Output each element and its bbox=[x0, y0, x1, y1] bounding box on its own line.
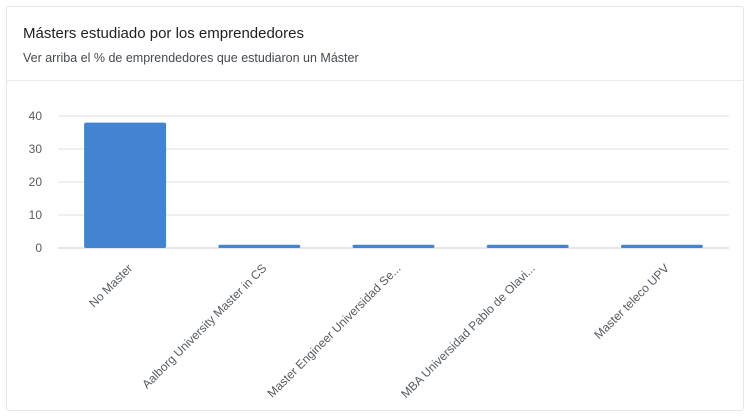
x-tick-label: Master Engineer Universidad Se... bbox=[264, 261, 403, 400]
chart-subtitle: Ver arriba el % de emprendedores que est… bbox=[23, 51, 359, 65]
bar[interactable] bbox=[218, 244, 301, 248]
y-tick-label: 10 bbox=[29, 208, 43, 222]
y-tick-label: 0 bbox=[35, 241, 42, 255]
chart-card: Másters estudiado por los emprendedores … bbox=[6, 6, 744, 411]
x-axis-ticks: No Master Aalborg University Master in CS… bbox=[86, 261, 672, 401]
bar[interactable] bbox=[352, 244, 435, 248]
bar[interactable] bbox=[620, 244, 703, 248]
y-tick-label: 20 bbox=[29, 175, 43, 189]
chart-title: Másters estudiado por los emprendedores bbox=[23, 25, 304, 42]
x-tick-label: MBA Universidad Pablo de Olavi... bbox=[398, 261, 538, 401]
x-tick-label: Master teleco UPV bbox=[591, 261, 672, 342]
y-tick-label: 40 bbox=[29, 109, 43, 123]
bars bbox=[84, 122, 703, 248]
card-header: Másters estudiado por los emprendedores … bbox=[7, 7, 743, 81]
bar[interactable] bbox=[84, 122, 167, 248]
bar[interactable] bbox=[486, 244, 569, 248]
x-tick-label: No Master bbox=[86, 261, 135, 310]
bar-chart: 0 10 20 30 40 No Master Aalborg University Ma… bbox=[29, 109, 729, 401]
grid-layer bbox=[58, 115, 729, 249]
x-tick-label: Aalborg University Master in CS bbox=[139, 261, 269, 391]
y-tick-label: 30 bbox=[29, 142, 43, 156]
chart-area: 0 10 20 30 40 No Master Aalborg University Ma… bbox=[7, 82, 743, 410]
y-axis-ticks: 0 10 20 30 40 bbox=[29, 109, 43, 255]
